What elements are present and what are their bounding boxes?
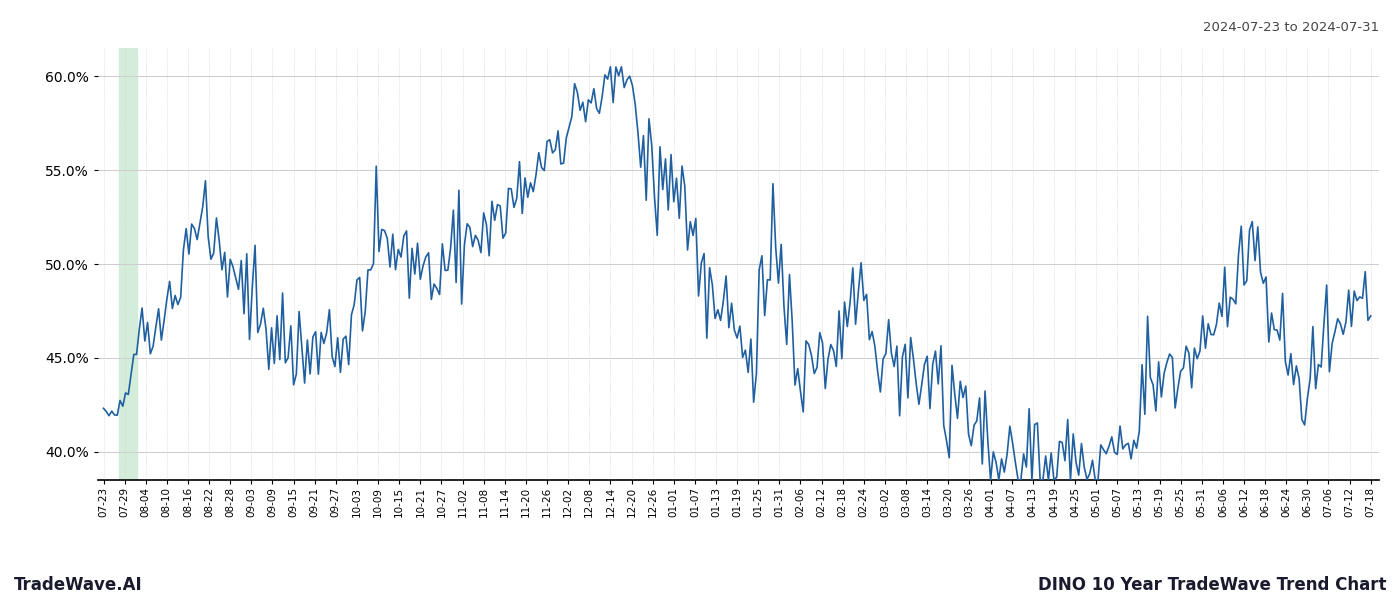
Text: 2024-07-23 to 2024-07-31: 2024-07-23 to 2024-07-31: [1203, 21, 1379, 34]
Text: DINO 10 Year TradeWave Trend Chart: DINO 10 Year TradeWave Trend Chart: [1037, 576, 1386, 594]
Bar: [119, 48, 137, 480]
Text: TradeWave.AI: TradeWave.AI: [14, 576, 143, 594]
